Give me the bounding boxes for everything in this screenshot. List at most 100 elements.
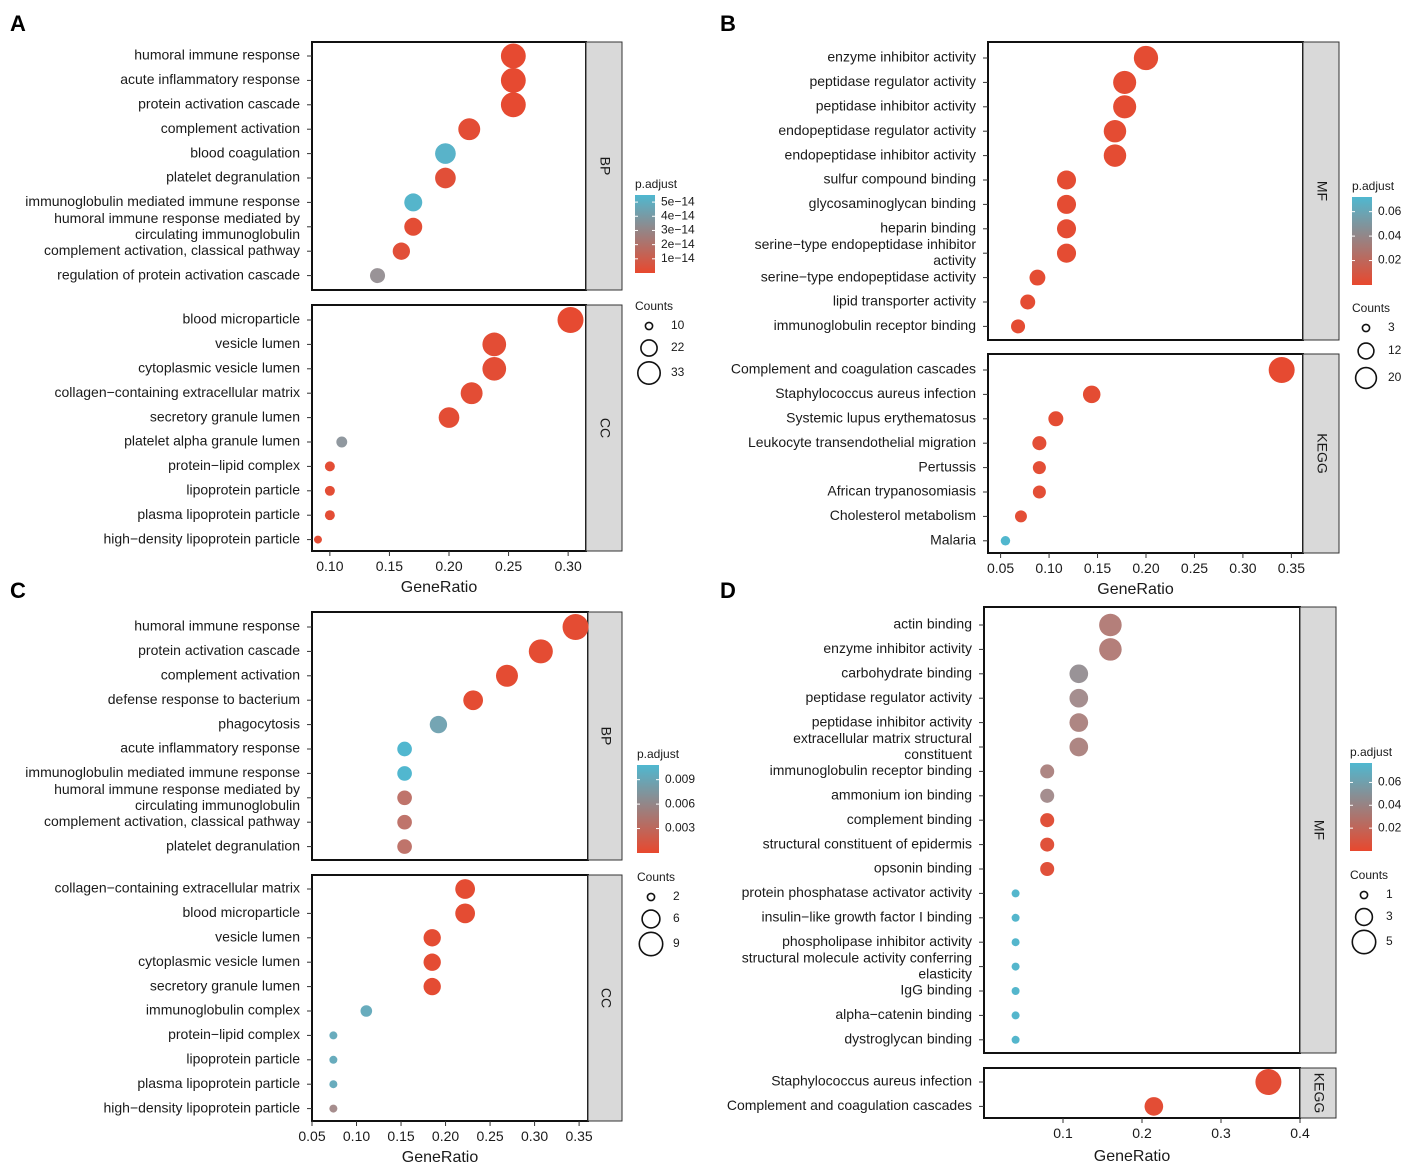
facet-mf: MF enzyme inhibitor activity peptidase reg…: [755, 41, 1340, 341]
term-label: platelet degranulation: [166, 169, 300, 185]
term-label: platelet degranulation: [166, 837, 300, 853]
facet-label: KEGG: [1314, 433, 1330, 473]
term-label: blood microparticle: [183, 311, 301, 327]
size-legend-circle: [1351, 929, 1377, 955]
term-label: collagen−containing extracellular matrix: [54, 384, 300, 400]
data-point: [324, 461, 335, 472]
term-label: peptidase inhibitor activity: [816, 98, 976, 114]
term-label: IgG binding: [900, 982, 972, 998]
facet-bp: BP humoral immune response protein activat…: [25, 611, 623, 861]
data-point: [482, 332, 507, 357]
size-legend: Counts 3 12 20: [1352, 301, 1402, 390]
color-tick-label: 0.06: [1378, 775, 1402, 789]
term-label: extracellular matrix structural constitue…: [793, 730, 972, 762]
term-label: blood coagulation: [190, 144, 300, 160]
color-tick-label: 0.006: [665, 796, 695, 810]
panel-letter: D: [720, 578, 736, 603]
size-legend-label: 9: [673, 936, 680, 950]
x-tick-label: 0.25: [495, 558, 522, 574]
x-tick-label: 0.15: [376, 558, 403, 574]
size-legend-label: 33: [671, 365, 685, 379]
color-legend-title: p.adjust: [637, 747, 680, 761]
x-tick-label: 0.25: [1181, 560, 1208, 576]
term-label: African trypanosomiasis: [827, 483, 976, 499]
data-point: [1056, 170, 1077, 190]
term-label: serine−type endopeptidase inhibitor activ…: [755, 236, 977, 268]
color-bar: [635, 195, 655, 273]
color-tick-label: 2e−14: [661, 237, 695, 251]
size-legend-circle: [1354, 907, 1374, 927]
term-label: complement binding: [847, 811, 972, 827]
panel-letter: C: [10, 578, 26, 603]
term-label: cytoplasmic vesicle lumen: [138, 953, 300, 969]
size-legend: Counts 10 22 33: [635, 299, 685, 385]
x-tick-label: 0.2: [1132, 1125, 1152, 1141]
term-label: immunoglobulin receptor binding: [770, 762, 972, 778]
data-point: [438, 407, 460, 428]
facet-kegg: KEGG Staphylococcus aureus infection Compl…: [727, 1067, 1337, 1119]
term-label: sulfur compound binding: [823, 171, 976, 187]
facet-label: BP: [597, 157, 613, 176]
data-point: [1040, 861, 1055, 877]
data-point: [1032, 485, 1046, 499]
data-point: [313, 535, 322, 544]
facet-frame: [983, 606, 1301, 1054]
color-legend-title: p.adjust: [1350, 745, 1393, 759]
term-label: vesicle lumen: [215, 929, 300, 945]
term-label: collagen−containing extracellular matrix: [54, 880, 300, 896]
size-legend-label: 6: [673, 911, 680, 925]
x-tick-label: 0.05: [298, 1128, 325, 1144]
term-label: immunoglobulin mediated immune response: [25, 764, 300, 780]
data-point: [435, 167, 456, 189]
data-point: [397, 790, 412, 806]
facet-strip: [587, 611, 623, 861]
color-legend: p.adjust 0.06 0.04 0.02: [1352, 179, 1402, 285]
facet-bp: BP humoral immune response acute inflammat…: [25, 41, 623, 291]
data-point: [1113, 70, 1137, 94]
x-tick-label: 0.30: [521, 1128, 548, 1144]
facet-strip: [1302, 41, 1340, 341]
size-legend-label: 3: [1388, 320, 1395, 334]
term-label: protein activation cascade: [138, 96, 300, 112]
facet-strip: [1299, 1067, 1337, 1119]
color-tick-label: 5e−14: [661, 194, 695, 208]
term-label: plasma lipoprotein particle: [137, 506, 300, 522]
term-label: protein phosphatase activator activity: [742, 884, 972, 900]
panel-letter: A: [10, 11, 26, 36]
x-tick-label: 0.15: [1084, 560, 1111, 576]
data-point: [329, 1080, 338, 1089]
term-label: complement activation, classical pathway: [44, 813, 300, 829]
facet-label: BP: [598, 727, 614, 746]
x-tick-label: 0.10: [343, 1128, 370, 1144]
facet-frame: [311, 874, 589, 1122]
data-point: [1040, 837, 1055, 852]
term-label: complement activation, classical pathway: [44, 242, 300, 258]
data-point: [1029, 269, 1046, 286]
panel-a: A BP humoral immune response acute inflamma…: [10, 11, 695, 596]
color-tick-label: 1e−14: [661, 251, 695, 265]
term-label: carbohydrate binding: [841, 665, 972, 681]
term-label: Malaria: [930, 532, 976, 548]
facet-mf: MF actin binding enzyme inhibitor activity…: [742, 606, 1337, 1054]
x-tick-label: 0.20: [1132, 560, 1159, 576]
data-point: [1069, 664, 1089, 684]
term-label: humoral immune response: [134, 47, 300, 63]
facet-frame: [987, 41, 1304, 341]
data-point: [1011, 962, 1020, 971]
term-label: actin binding: [893, 616, 972, 632]
size-legend-circle: [1361, 323, 1371, 333]
data-point: [495, 664, 518, 687]
x-tick-label: 0.30: [1229, 560, 1256, 576]
facet-label: CC: [597, 418, 613, 438]
data-point: [423, 953, 441, 971]
data-point: [1103, 144, 1127, 167]
term-label: secretory granule lumen: [150, 408, 300, 424]
size-legend: Counts 2 6 9: [637, 870, 680, 957]
data-point: [1103, 119, 1127, 143]
size-legend-circle: [1359, 890, 1369, 900]
data-point: [500, 43, 526, 69]
color-tick-label: 0.04: [1378, 228, 1402, 242]
color-tick-label: 0.003: [665, 821, 695, 835]
term-label: lipoprotein particle: [186, 482, 300, 498]
data-point: [1048, 411, 1064, 427]
